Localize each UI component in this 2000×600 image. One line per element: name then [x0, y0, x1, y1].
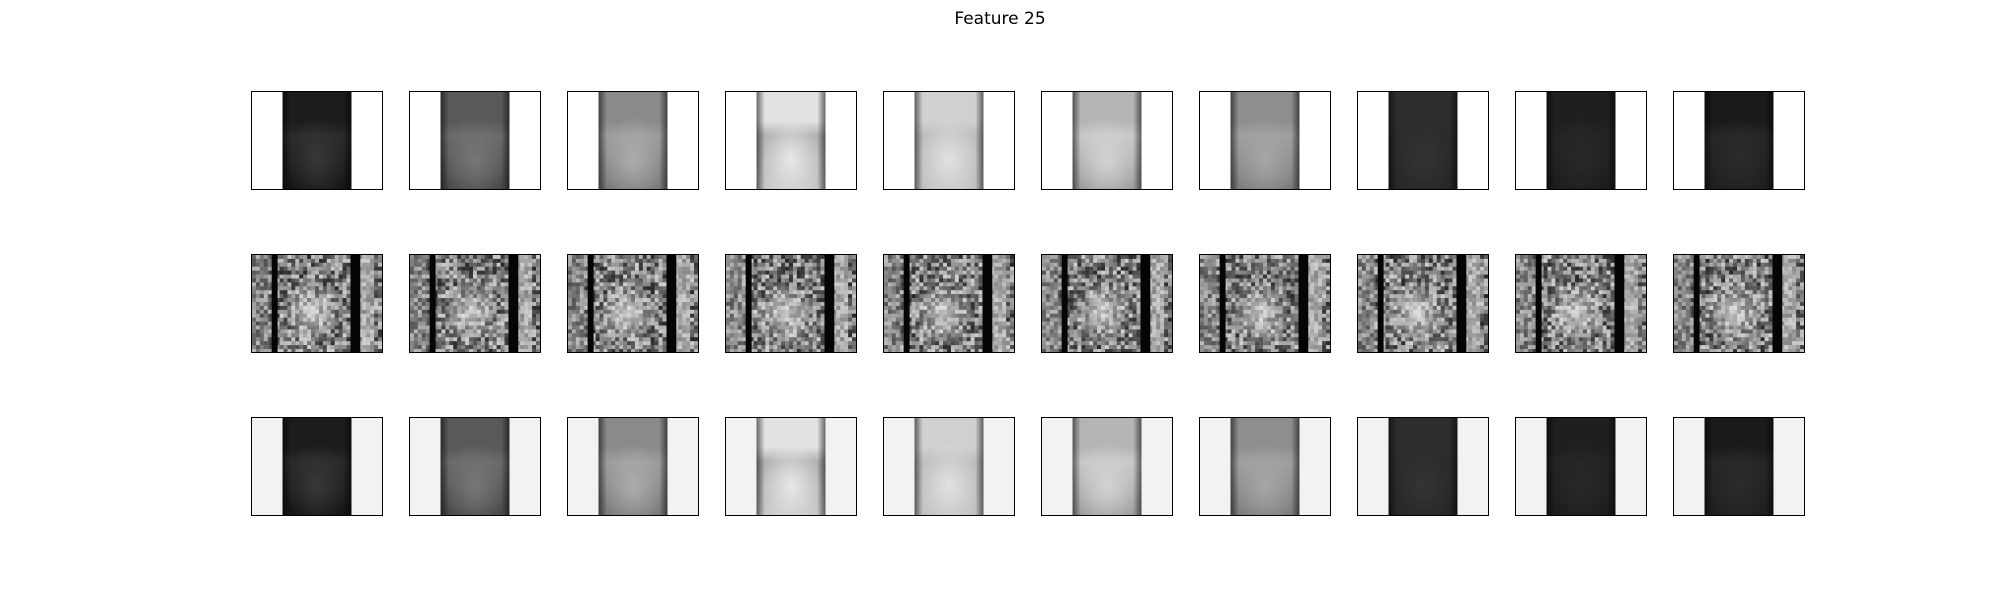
feature-map-image — [568, 255, 698, 352]
texture-feature-row-panel-10 — [1673, 254, 1805, 353]
masked-feature-row-grey-panel-1 — [251, 417, 383, 516]
masked-feature-row-panel-7 — [1199, 91, 1331, 190]
feature-map-image — [1200, 418, 1330, 515]
feature-map-image — [1358, 255, 1488, 352]
masked-feature-row-panel-6 — [1041, 91, 1173, 190]
masked-feature-row-panel-10 — [1673, 91, 1805, 190]
masked-feature-row-panel-2 — [409, 91, 541, 190]
feature-map-image — [1674, 255, 1804, 352]
feature-map-image — [884, 418, 1014, 515]
feature-map-image — [410, 418, 540, 515]
masked-feature-row-grey-panel-8 — [1357, 417, 1489, 516]
feature-map-image — [1358, 92, 1488, 189]
figure-title: Feature 25 — [954, 9, 1046, 29]
feature-map-image — [1042, 255, 1172, 352]
masked-feature-row-panel-4 — [725, 91, 857, 190]
feature-map-image — [1674, 92, 1804, 189]
feature-map-image — [1358, 418, 1488, 515]
masked-feature-row-grey-panel-3 — [567, 417, 699, 516]
masked-feature-row-panel-5 — [883, 91, 1015, 190]
feature-map-image — [252, 92, 382, 189]
texture-feature-row-panel-9 — [1515, 254, 1647, 353]
feature-map-image — [252, 255, 382, 352]
feature-map-image — [1042, 92, 1172, 189]
feature-map-image — [252, 418, 382, 515]
masked-feature-row-panel-8 — [1357, 91, 1489, 190]
feature-map-image — [884, 92, 1014, 189]
feature-map-image — [1200, 255, 1330, 352]
masked-feature-row-panel-1 — [251, 91, 383, 190]
feature-map-image — [1674, 418, 1804, 515]
feature-map-image — [568, 418, 698, 515]
texture-feature-row-panel-1 — [251, 254, 383, 353]
texture-feature-row-panel-4 — [725, 254, 857, 353]
feature-map-image — [1516, 418, 1646, 515]
feature-map-image — [410, 92, 540, 189]
texture-feature-row-panel-5 — [883, 254, 1015, 353]
masked-feature-row-grey-panel-7 — [1199, 417, 1331, 516]
masked-feature-row-grey-panel-2 — [409, 417, 541, 516]
feature-map-image — [726, 92, 856, 189]
feature-map-image — [410, 255, 540, 352]
feature-map-image — [726, 255, 856, 352]
texture-feature-row-panel-7 — [1199, 254, 1331, 353]
masked-feature-row-panel-9 — [1515, 91, 1647, 190]
masked-feature-row-panel-3 — [567, 91, 699, 190]
masked-feature-row-grey-panel-9 — [1515, 417, 1647, 516]
feature-map-image — [568, 92, 698, 189]
feature-map-image — [1200, 92, 1330, 189]
feature-map-image — [1516, 92, 1646, 189]
masked-feature-row-grey-panel-10 — [1673, 417, 1805, 516]
texture-feature-row-panel-6 — [1041, 254, 1173, 353]
texture-feature-row-panel-3 — [567, 254, 699, 353]
texture-feature-row-panel-2 — [409, 254, 541, 353]
masked-feature-row-grey-panel-6 — [1041, 417, 1173, 516]
feature-map-image — [726, 418, 856, 515]
texture-feature-row-panel-8 — [1357, 254, 1489, 353]
masked-feature-row-grey-panel-5 — [883, 417, 1015, 516]
masked-feature-row-grey-panel-4 — [725, 417, 857, 516]
feature-map-image — [1516, 255, 1646, 352]
feature-map-image — [884, 255, 1014, 352]
feature-map-image — [1042, 418, 1172, 515]
